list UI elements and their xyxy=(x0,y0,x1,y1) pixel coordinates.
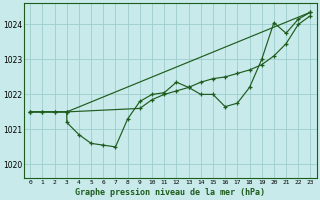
X-axis label: Graphe pression niveau de la mer (hPa): Graphe pression niveau de la mer (hPa) xyxy=(75,188,265,197)
